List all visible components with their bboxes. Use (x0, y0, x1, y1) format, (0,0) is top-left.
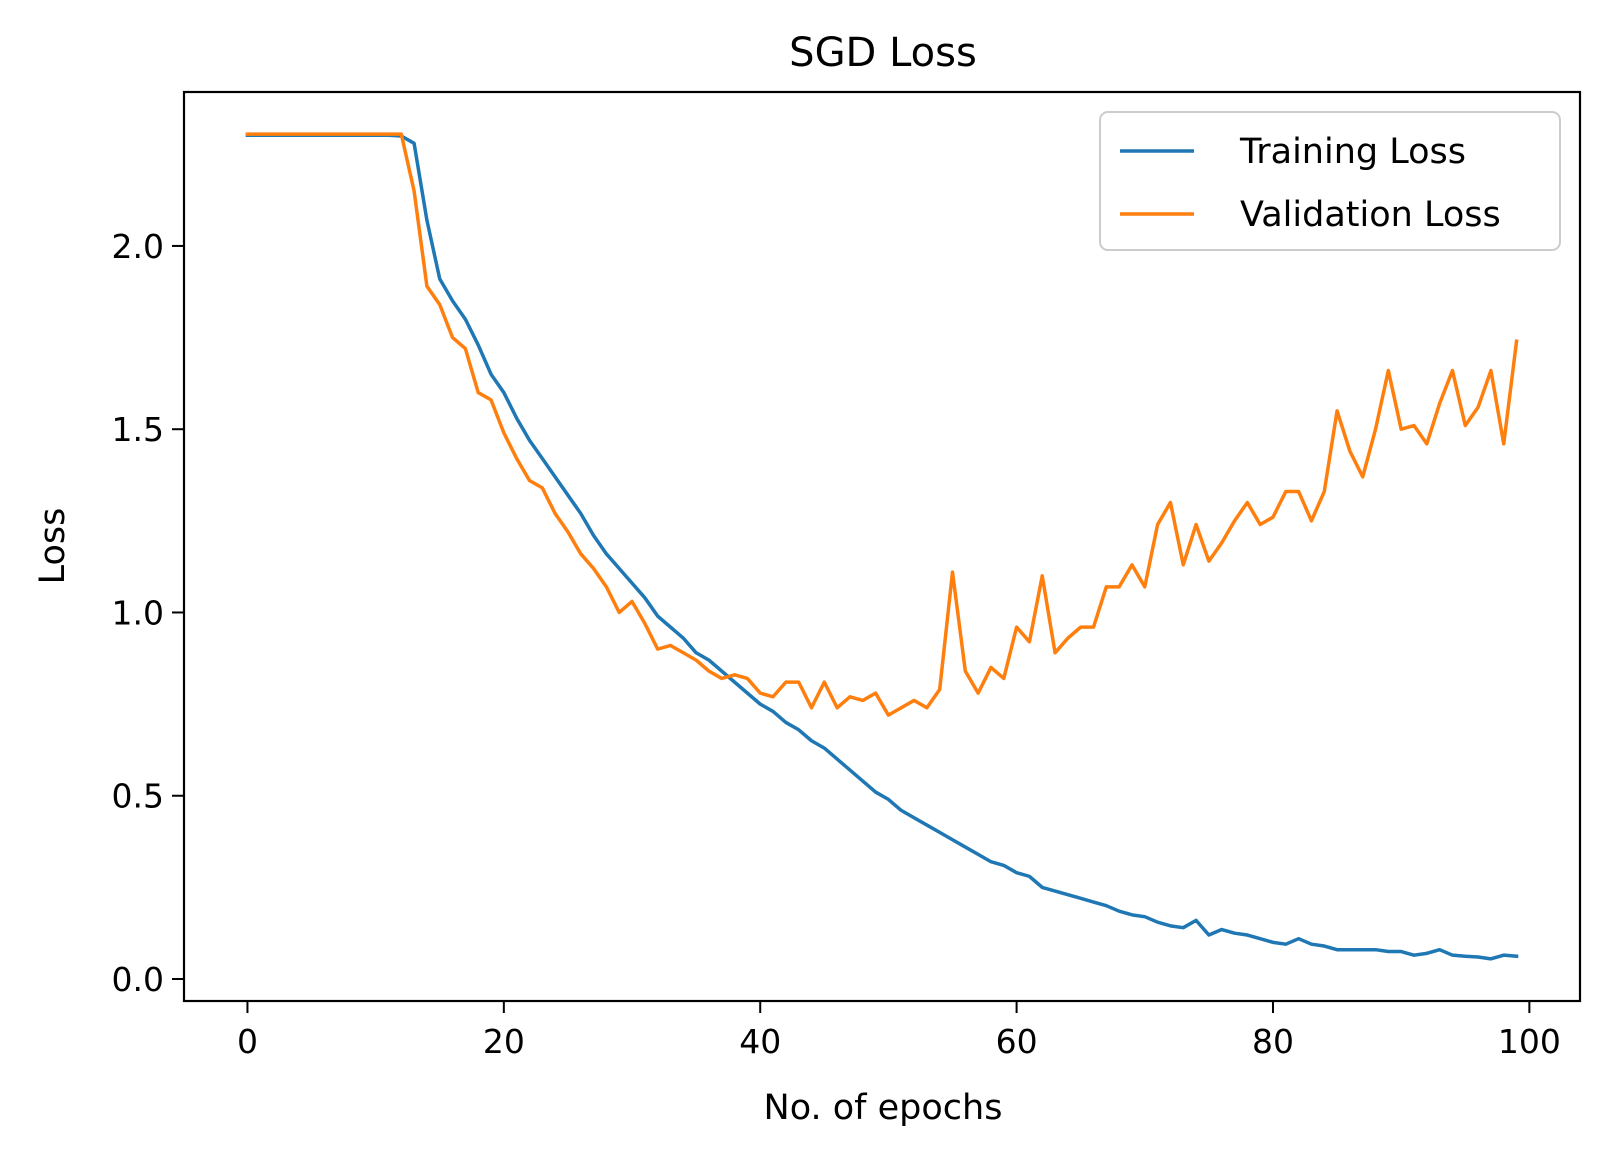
legend: Training Loss Validation Loss (1099, 111, 1561, 251)
series-layer (245, 132, 1519, 961)
x-tick-label: 20 (483, 1022, 525, 1061)
plot-area (182, 90, 1582, 1003)
y-tick-label: 1.5 (112, 410, 164, 449)
x-axis-label: No. of epochs (764, 1088, 1003, 1128)
y-axis-label: Loss (33, 508, 73, 585)
legend-box (1099, 111, 1561, 251)
chart-title: SGD Loss (789, 30, 977, 76)
y-tick-label: 1.0 (112, 593, 164, 632)
x-tick-label: 40 (739, 1022, 781, 1061)
y-tick-label: 0.5 (112, 777, 164, 816)
x-axis: 0 20 40 60 80 100 (237, 1001, 1561, 1061)
x-tick-label: 60 (996, 1022, 1038, 1061)
y-tick-label: 0.0 (112, 960, 164, 999)
x-tick-label: 80 (1252, 1022, 1294, 1061)
y-tick-label: 2.0 (112, 227, 164, 266)
series-line-training-loss (245, 133, 1519, 961)
legend-label: Training Loss (1239, 132, 1466, 172)
legend-label: Validation Loss (1240, 195, 1501, 235)
y-axis: 0.0 0.5 1.0 1.5 2.0 (112, 227, 184, 999)
series-line-validation-loss (245, 132, 1519, 717)
x-tick-label: 100 (1498, 1022, 1561, 1061)
x-tick-label: 0 (237, 1022, 258, 1061)
